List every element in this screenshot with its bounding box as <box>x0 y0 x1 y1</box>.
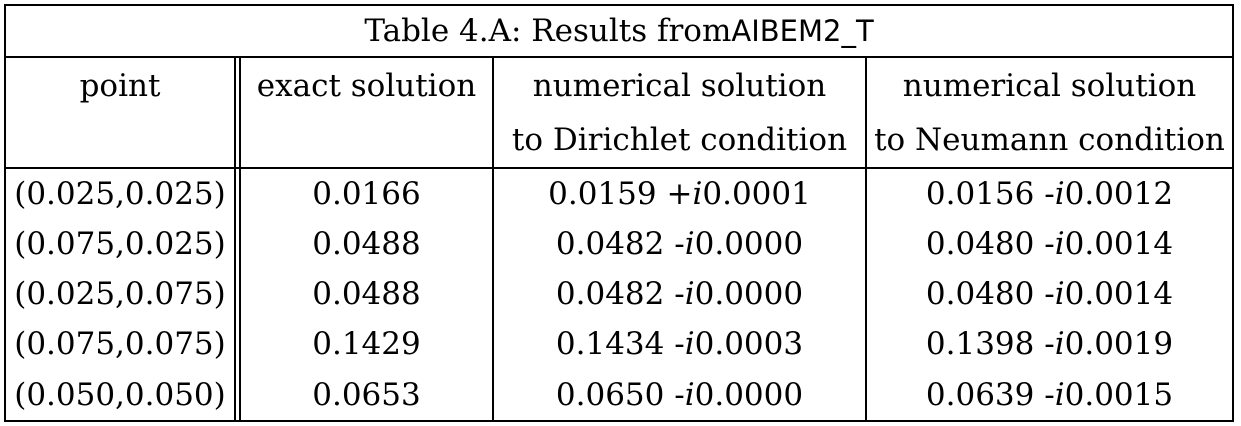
imaginary-unit: i <box>684 276 695 312</box>
imaginary-unit: i <box>692 176 703 212</box>
dirichlet-imag: 0.0001 <box>702 176 811 212</box>
header-neumann-line1: numerical solution <box>902 67 1197 104</box>
neumann-imag: 0.0015 <box>1064 376 1174 413</box>
header-neumann-line2: to Neumann condition <box>874 122 1225 158</box>
imaginary-unit: i <box>1054 226 1065 262</box>
imaginary-unit: i <box>1054 326 1065 362</box>
cell-neumann: 0.0639 - i 0.0015 <box>867 369 1232 420</box>
cell-dirichlet: 0.0159 + i 0.0001 <box>494 169 865 219</box>
table-title-code: AIBEM2_T <box>731 14 874 48</box>
results-table: Table 4.A: Results from AIBEM2_T point e… <box>4 4 1234 422</box>
cell-point: (0.025,0.025) <box>14 176 226 212</box>
rule-below-header <box>4 167 1234 169</box>
dirichlet-real: 0.0159 + <box>548 176 693 212</box>
table-title-prefix: Table 4.A: Results from <box>364 13 732 49</box>
rule-left <box>4 4 6 422</box>
cell-exact: 0.0488 <box>312 276 421 312</box>
dirichlet-imag: 0.0000 <box>694 276 804 312</box>
rule-dirichlet <box>865 56 867 422</box>
imaginary-unit: i <box>684 326 695 362</box>
cell-dirichlet: 0.0482 - i 0.0000 <box>494 219 865 269</box>
dirichlet-imag: 0.0000 <box>694 376 804 413</box>
cell-point: (0.050,0.050) <box>14 376 226 413</box>
cell-dirichlet: 0.1434 - i 0.0003 <box>494 319 865 369</box>
cell-point: (0.025,0.075) <box>14 276 226 312</box>
header-point: point <box>79 67 161 104</box>
cell-neumann: 0.1398 - i 0.0019 <box>867 319 1232 369</box>
cell-neumann: 0.0480 - i 0.0014 <box>867 219 1232 269</box>
rule-below-title <box>4 56 1234 58</box>
dirichlet-real: 0.1434 - <box>555 326 685 362</box>
cell-exact: 0.0166 <box>312 176 421 212</box>
neumann-real: 0.0480 - <box>925 276 1055 312</box>
imaginary-unit: i <box>1054 376 1065 413</box>
rule-exact <box>492 56 494 422</box>
neumann-real: 0.0156 - <box>925 176 1055 212</box>
imaginary-unit: i <box>684 376 695 413</box>
cell-exact: 0.1429 <box>312 326 421 362</box>
neumann-imag: 0.0014 <box>1064 226 1174 262</box>
neumann-real: 0.0480 - <box>925 226 1055 262</box>
dirichlet-real: 0.0482 - <box>555 226 685 262</box>
neumann-real: 0.0639 - <box>925 376 1055 413</box>
imaginary-unit: i <box>1054 276 1065 312</box>
header-exact: exact solution <box>256 67 477 104</box>
dirichlet-imag: 0.0000 <box>694 226 804 262</box>
cell-exact: 0.0653 <box>312 376 421 413</box>
neumann-imag: 0.0019 <box>1064 326 1174 362</box>
cell-neumann: 0.0480 - i 0.0014 <box>867 269 1232 319</box>
cell-exact: 0.0488 <box>312 226 421 262</box>
header-dirichlet-line2: to Dirichlet condition <box>511 122 848 158</box>
cell-dirichlet: 0.0650 - i 0.0000 <box>494 369 865 420</box>
cell-point: (0.075,0.075) <box>14 326 226 362</box>
rule-top <box>4 4 1234 6</box>
rule-right <box>1232 4 1234 422</box>
dirichlet-imag: 0.0003 <box>694 326 804 362</box>
cell-neumann: 0.0156 - i 0.0012 <box>867 169 1232 219</box>
neumann-real: 0.1398 - <box>925 326 1055 362</box>
rule-bottom <box>4 420 1234 422</box>
imaginary-unit: i <box>684 226 695 262</box>
rule-point-right <box>239 56 241 422</box>
header-dirichlet-line1: numerical solution <box>532 67 827 104</box>
neumann-imag: 0.0014 <box>1064 276 1174 312</box>
cell-dirichlet: 0.0482 - i 0.0000 <box>494 269 865 319</box>
dirichlet-real: 0.0482 - <box>555 276 685 312</box>
rule-point-left <box>234 56 236 422</box>
neumann-imag: 0.0012 <box>1064 176 1174 212</box>
table-title: Table 4.A: Results from AIBEM2_T <box>6 6 1232 56</box>
imaginary-unit: i <box>1054 176 1065 212</box>
cell-point: (0.075,0.025) <box>14 226 226 262</box>
dirichlet-real: 0.0650 - <box>555 376 685 413</box>
